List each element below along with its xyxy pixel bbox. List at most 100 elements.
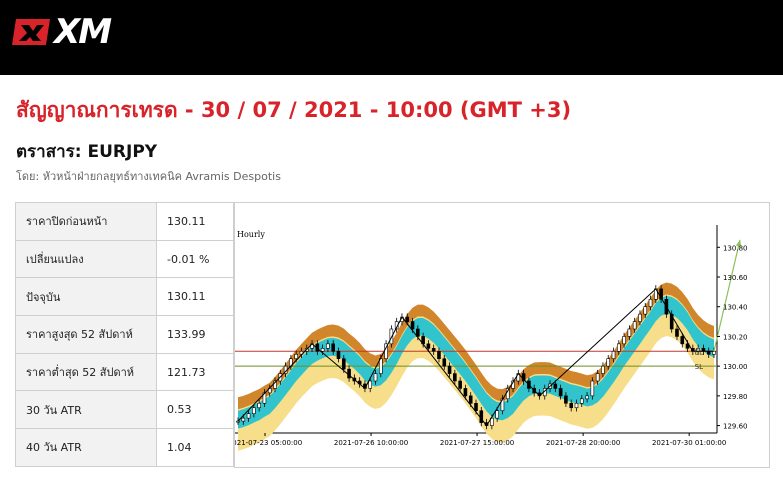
stat-value: -0.01 % <box>156 239 234 279</box>
candle-body <box>611 350 616 360</box>
y-tick-label: 129.60 <box>723 423 748 431</box>
candle-body <box>564 395 568 404</box>
page-title: สัญญาณการเทรด - 30 / 07 / 2021 - 10:00 (… <box>16 98 572 122</box>
target-arrow-head <box>735 239 742 247</box>
candle-body <box>606 358 611 367</box>
candle-body <box>648 298 653 308</box>
candle-body <box>574 402 579 409</box>
chart-svg: Hourly EL SL 130.80 130.60 130.40 130.20 130.00… <box>235 225 748 451</box>
candle-body <box>569 402 574 409</box>
candle-body <box>410 321 415 330</box>
author-byline: โดย: หัวหน้าฝ่ายกลยุทธ์ทางเทคนิค Avramis… <box>16 170 281 183</box>
stats-row: ปัจจุบัน 130.11 <box>15 277 234 317</box>
candle-body <box>659 288 663 300</box>
candle-body <box>389 328 394 345</box>
candle-body <box>495 410 499 419</box>
stat-value: 130.11 <box>156 277 234 317</box>
candle-body <box>442 358 447 367</box>
y-tick-label: 130.80 <box>723 244 748 252</box>
stats-row: ราคาสูงสุด 52 สัปดาห์ 133.99 <box>15 315 234 354</box>
candle-body <box>685 343 690 349</box>
cyan-band <box>238 295 714 429</box>
candle-body <box>241 417 246 422</box>
candle-body <box>474 402 478 412</box>
stats-row: เปลี่ยนแปลง -0.01 % <box>15 239 234 279</box>
candle-body <box>368 380 373 389</box>
candle-body <box>553 383 558 389</box>
level-label-el: EL <box>695 348 703 356</box>
candle-body <box>252 407 256 414</box>
candle-body <box>437 350 441 360</box>
candle-body <box>447 365 452 374</box>
candle-body <box>331 343 335 352</box>
candle-body <box>257 402 261 409</box>
candle-body <box>453 373 457 382</box>
x-tick-label: 2021-07-27 15:00:00 <box>440 439 514 447</box>
yellow-band <box>238 294 714 451</box>
stat-value: 130.11 <box>156 202 234 241</box>
y-tick-label: 130.60 <box>723 274 748 282</box>
candle-body <box>558 388 563 397</box>
y-tick-label: 130.40 <box>723 304 748 312</box>
header-bar: XM <box>0 0 783 75</box>
stat-label: ราคาต่ำสุด 52 สัปดาห์ <box>15 352 157 392</box>
y-tick-label: 130.20 <box>723 333 748 341</box>
x-tick-label: 2021-07-28 20:00:00 <box>546 439 620 447</box>
stat-label: เปลี่ยนแปลง <box>15 239 157 279</box>
chart-title: Hourly <box>237 230 265 239</box>
candle-body <box>490 417 494 426</box>
stats-row: ราคาปิดก่อนหน้า 130.11 <box>15 202 234 241</box>
stat-value: 133.99 <box>156 315 234 354</box>
xm-logo-icon <box>12 17 52 47</box>
level-label-sl: SL <box>695 363 703 371</box>
candle-body <box>590 380 595 397</box>
candle-body <box>585 395 589 400</box>
candle-body <box>680 336 685 345</box>
candle-body <box>236 420 240 423</box>
candle-body <box>675 328 679 337</box>
candle-body <box>463 388 468 397</box>
instrument-title: ตราสาร: EURJPY <box>16 142 158 162</box>
candle-body <box>643 306 648 315</box>
xm-logo[interactable]: XM <box>12 12 112 52</box>
candle-body <box>669 313 674 330</box>
stat-label: ราคาสูงสุด 52 สัปดาห์ <box>15 315 157 354</box>
candle-body <box>341 358 346 370</box>
x-tick-label: 2021-07-23 05:00:00 <box>235 439 302 447</box>
stat-label: ปัจจุบัน <box>15 277 157 317</box>
candle-body <box>622 336 626 345</box>
candle-body <box>468 395 473 404</box>
stats-row: ราคาต่ำสุด 52 สัปดาห์ 121.73 <box>15 352 234 392</box>
x-tick-label: 2021-07-26 10:00:00 <box>334 439 408 447</box>
candle-body <box>431 348 436 352</box>
candle-body <box>246 413 251 419</box>
candle-body <box>638 313 642 322</box>
candle-body <box>373 373 378 382</box>
target-arrow-line <box>713 239 741 352</box>
candle-body <box>416 328 420 337</box>
y-tick-label: 130.00 <box>723 363 748 371</box>
stat-value: 121.73 <box>156 352 234 392</box>
candle-body <box>616 343 621 352</box>
candle-body <box>294 353 298 360</box>
candle-body <box>458 380 462 389</box>
stats-row: 30 วัน ATR 0.53 <box>15 390 234 430</box>
stat-label: 30 วัน ATR <box>15 390 157 430</box>
stat-value: 1.04 <box>156 428 234 467</box>
candle-body <box>426 343 431 349</box>
candle-body <box>627 328 632 337</box>
stats-table: ราคาปิดก่อนหน้า 130.11 เปลี่ยนแปลง -0.01 % ป… <box>15 202 234 467</box>
zigzag-line <box>237 288 714 427</box>
brand-name: XM <box>54 12 112 52</box>
candle-body <box>579 398 584 404</box>
candle-body <box>336 350 341 360</box>
y-tick-label: 129.80 <box>723 393 748 401</box>
candle-body <box>326 343 330 349</box>
stat-label: ราคาปิดก่อนหน้า <box>15 202 157 241</box>
candle-body <box>320 348 325 352</box>
stat-label: 40 วัน ATR <box>15 428 157 467</box>
candle-body <box>601 365 605 374</box>
candle-body <box>405 316 410 322</box>
candle-body <box>595 373 600 382</box>
x-tick-label: 2021-07-30 01:00:00 <box>652 439 726 447</box>
